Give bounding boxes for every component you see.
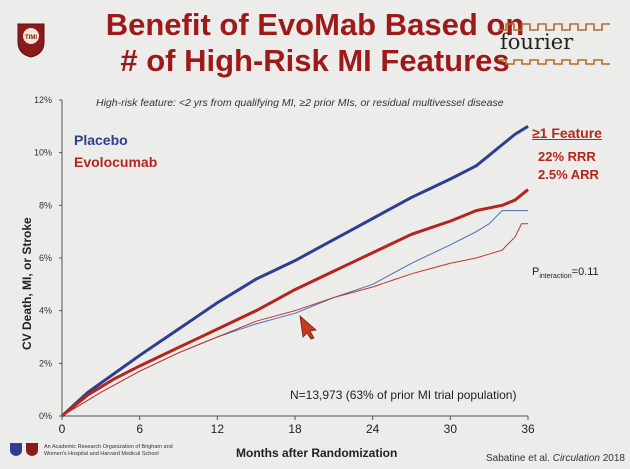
y-tick-label: 8% <box>39 200 52 210</box>
y-tick-label: 4% <box>39 306 52 316</box>
y-tick-label: 6% <box>39 253 52 263</box>
cursor-arrow-icon <box>300 316 316 339</box>
feature-heading: ≥1 Feature <box>532 125 602 141</box>
p-interaction: Pinteraction=0.11 <box>532 266 599 280</box>
x-tick-label: 12 <box>211 422 225 436</box>
rrr-value: 22% RRR <box>538 149 596 164</box>
sample-size-note: N=13,973 (63% of prior MI trial populati… <box>290 388 516 402</box>
x-tick-label: 24 <box>366 422 380 436</box>
x-axis-label: Months after Randomization <box>236 446 397 460</box>
citation: Sabatine et al. Circulation 2018 <box>486 453 625 464</box>
x-tick-label: 30 <box>444 422 458 436</box>
y-tick-label: 2% <box>39 358 52 368</box>
x-tick-label: 0 <box>59 422 66 436</box>
institution-shields-icon <box>8 441 42 457</box>
high-risk-note: High-risk feature: <2 yrs from qualifyin… <box>96 97 504 109</box>
series-line-1 <box>62 190 528 416</box>
y-axis-label: CV Death, MI, or Stroke <box>20 217 34 350</box>
legend-placebo: Placebo <box>74 132 128 148</box>
x-tick-label: 36 <box>521 422 535 436</box>
y-tick-label: 12% <box>34 95 52 105</box>
footer-organization: An Academic Research Organization of Bri… <box>44 444 194 458</box>
y-tick-label: 0% <box>39 411 52 421</box>
arr-value: 2.5% ARR <box>538 167 599 182</box>
y-tick-label: 10% <box>34 148 52 158</box>
legend-evolocumab: Evolocumab <box>74 154 157 170</box>
x-tick-label: 6 <box>136 422 143 436</box>
x-tick-label: 18 <box>288 422 302 436</box>
series-line-2 <box>62 211 528 416</box>
